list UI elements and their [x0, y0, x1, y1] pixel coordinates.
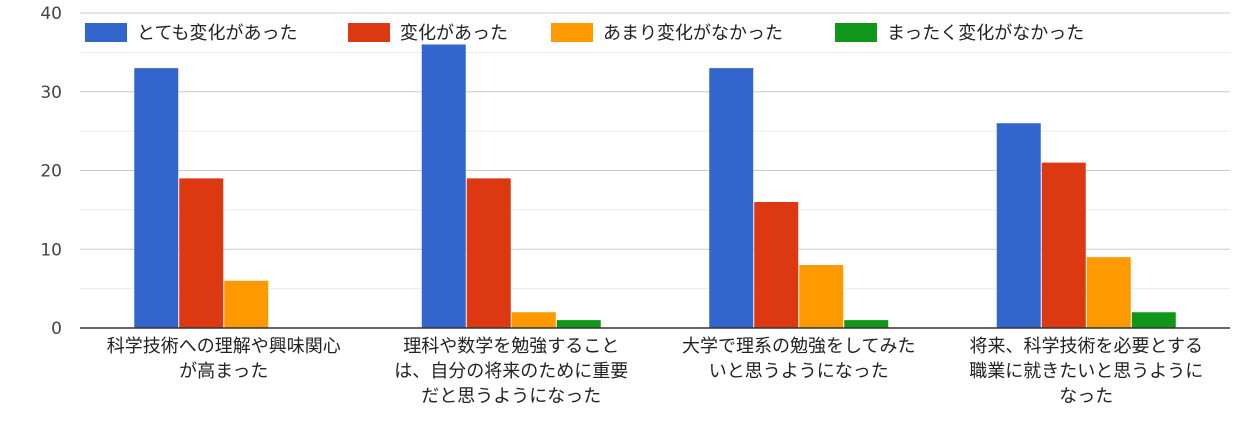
bar — [844, 320, 889, 328]
legend-swatch — [835, 23, 877, 42]
bar — [709, 68, 754, 328]
legend-label: 変化があった — [400, 23, 508, 44]
legend-swatch — [85, 23, 127, 42]
legend-swatch — [348, 23, 390, 42]
x-category-label-line: 理科や数学を勉強すること — [403, 336, 619, 357]
bar — [1086, 257, 1131, 328]
bar — [799, 265, 844, 328]
bar — [754, 202, 799, 328]
bar — [134, 68, 179, 328]
bar — [466, 178, 511, 328]
bar — [511, 312, 556, 328]
y-axis-ticks: 0 10 20 30 40 — [40, 4, 62, 339]
x-category-label-line: いと思うようになった — [709, 361, 889, 382]
legend-label: とても変化があった — [137, 23, 298, 44]
x-category-label-line: 将来、科学技術を必要とする — [970, 336, 1203, 357]
y-tick-label: 30 — [40, 83, 62, 103]
x-category-label: 大学で理系の勉強をしてみたいと思うようになった — [682, 336, 915, 382]
x-category-label-line: 科学技術への理解や興味関心 — [107, 336, 341, 357]
legend-swatch — [551, 23, 593, 42]
bar — [421, 44, 466, 328]
legend: とても変化があった 変化があった あまり変化がなかった まったく変化がなかった — [85, 23, 1084, 44]
bar — [996, 123, 1041, 328]
y-tick-label: 20 — [40, 162, 62, 182]
x-category-label-line: 職業に就きたいと思うように — [969, 361, 1203, 382]
x-category-label-line: 大学で理系の勉強をしてみた — [682, 336, 915, 357]
x-category-label-line: なった — [1059, 386, 1113, 407]
x-category-label-line: は、自分の将来のために重要 — [394, 361, 628, 382]
bar — [1131, 312, 1176, 328]
x-category-label-line: が高まった — [179, 361, 268, 382]
y-tick-label: 40 — [40, 4, 62, 24]
legend-label: まったく変化がなかった — [887, 23, 1084, 44]
x-category-label: 将来、科学技術を必要とする職業に就きたいと思うようになった — [969, 336, 1203, 407]
bar — [179, 178, 224, 328]
bars — [134, 44, 1176, 328]
gridlines — [80, 12, 1230, 290]
bar — [224, 280, 269, 328]
x-category-label-line: だと思うようになった — [421, 386, 601, 407]
bar — [1041, 162, 1086, 328]
y-tick-label: 0 — [51, 319, 62, 339]
legend-label: あまり変化がなかった — [603, 23, 783, 44]
y-tick-label: 10 — [40, 240, 62, 260]
x-category-label: 理科や数学を勉強することは、自分の将来のために重要だと思うようになった — [394, 336, 628, 407]
x-axis-category-labels: 科学技術への理解や興味関心が高まった 理科や数学を勉強することは、自分の将来のため… — [107, 336, 1204, 407]
x-category-label: 科学技術への理解や興味関心が高まった — [107, 336, 341, 382]
bar — [556, 320, 601, 328]
